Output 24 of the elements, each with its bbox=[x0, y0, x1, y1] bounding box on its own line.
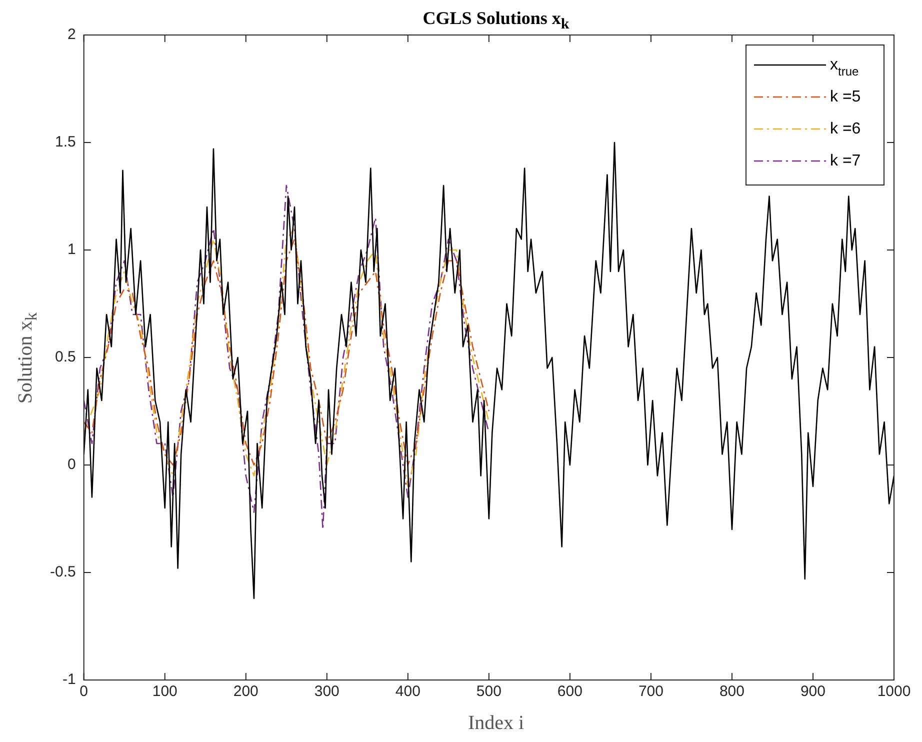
y-tick-label: 1 bbox=[68, 241, 76, 258]
x-tick-label: 1000 bbox=[877, 683, 911, 700]
y-tick-label: 0.5 bbox=[54, 348, 76, 366]
y-tick-label: -0.5 bbox=[50, 564, 76, 581]
x-tick-label: 100 bbox=[152, 683, 178, 700]
line-series bbox=[84, 184, 490, 530]
x-tick-label: 600 bbox=[557, 683, 582, 700]
x-tick-label: 500 bbox=[476, 683, 502, 700]
x-tick-label: 300 bbox=[314, 683, 340, 700]
chart-title: CGLS Solutions x$_{k}$ bbox=[422, 8, 570, 34]
x-tick-label: 200 bbox=[233, 683, 258, 700]
legend-label: k =7 bbox=[830, 152, 861, 170]
x-tick-label: 0 bbox=[80, 683, 88, 700]
x-tick-label: 700 bbox=[638, 683, 664, 700]
x-tick-label: 800 bbox=[719, 683, 744, 700]
legend-label: k =5 bbox=[830, 88, 861, 106]
x-tick-label: 400 bbox=[395, 683, 420, 700]
x-tick-label: 900 bbox=[800, 683, 826, 700]
y-tick-label: 0 bbox=[68, 456, 76, 474]
x-axis-title: Index i bbox=[466, 712, 526, 735]
y-tick-label: -1 bbox=[62, 671, 76, 688]
legend-label: k =6 bbox=[830, 120, 861, 138]
y-tick-label: 2 bbox=[68, 26, 76, 44]
y-tick-label: 1.5 bbox=[54, 134, 76, 151]
